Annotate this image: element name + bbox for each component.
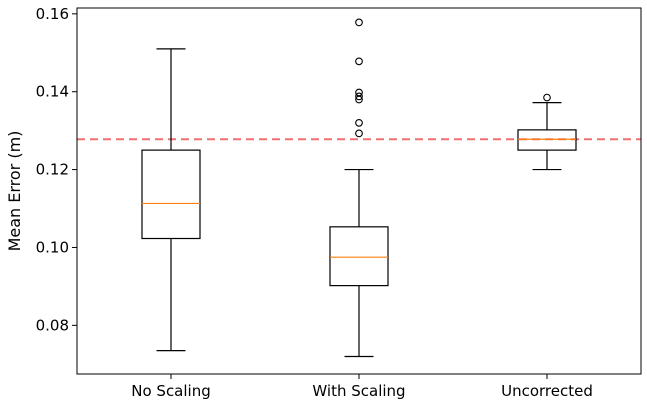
y-tick-label: 0.12 bbox=[36, 161, 69, 179]
x-tick-label: No Scaling bbox=[131, 382, 211, 400]
outlier-point bbox=[355, 18, 363, 27]
x-tick-label: Uncorrected bbox=[501, 382, 593, 400]
outlier-point bbox=[355, 92, 363, 101]
x-tick-label: With Scaling bbox=[312, 382, 405, 400]
outlier-point bbox=[355, 129, 363, 138]
y-tick-label: 0.16 bbox=[36, 5, 69, 23]
y-axis-label: Mean Error (m) bbox=[5, 131, 24, 252]
y-tick-label: 0.14 bbox=[36, 83, 69, 101]
x-axis: No Scaling With Scaling Uncorrected bbox=[131, 374, 593, 400]
outlier-point bbox=[355, 57, 363, 66]
box bbox=[141, 149, 201, 240]
outlier-point bbox=[543, 93, 551, 102]
y-axis: 0.08 0.10 0.12 0.14 0.16 bbox=[36, 5, 77, 334]
box-group-3 bbox=[517, 93, 577, 171]
box-group-2 bbox=[329, 18, 389, 358]
box-group-1 bbox=[141, 48, 201, 352]
outlier-point bbox=[355, 95, 363, 104]
outlier-point bbox=[355, 119, 363, 127]
box bbox=[517, 129, 577, 151]
y-tick-label: 0.08 bbox=[36, 316, 69, 334]
plot-area bbox=[76, 7, 642, 375]
y-tick-label: 0.10 bbox=[36, 238, 69, 256]
box bbox=[329, 226, 389, 287]
